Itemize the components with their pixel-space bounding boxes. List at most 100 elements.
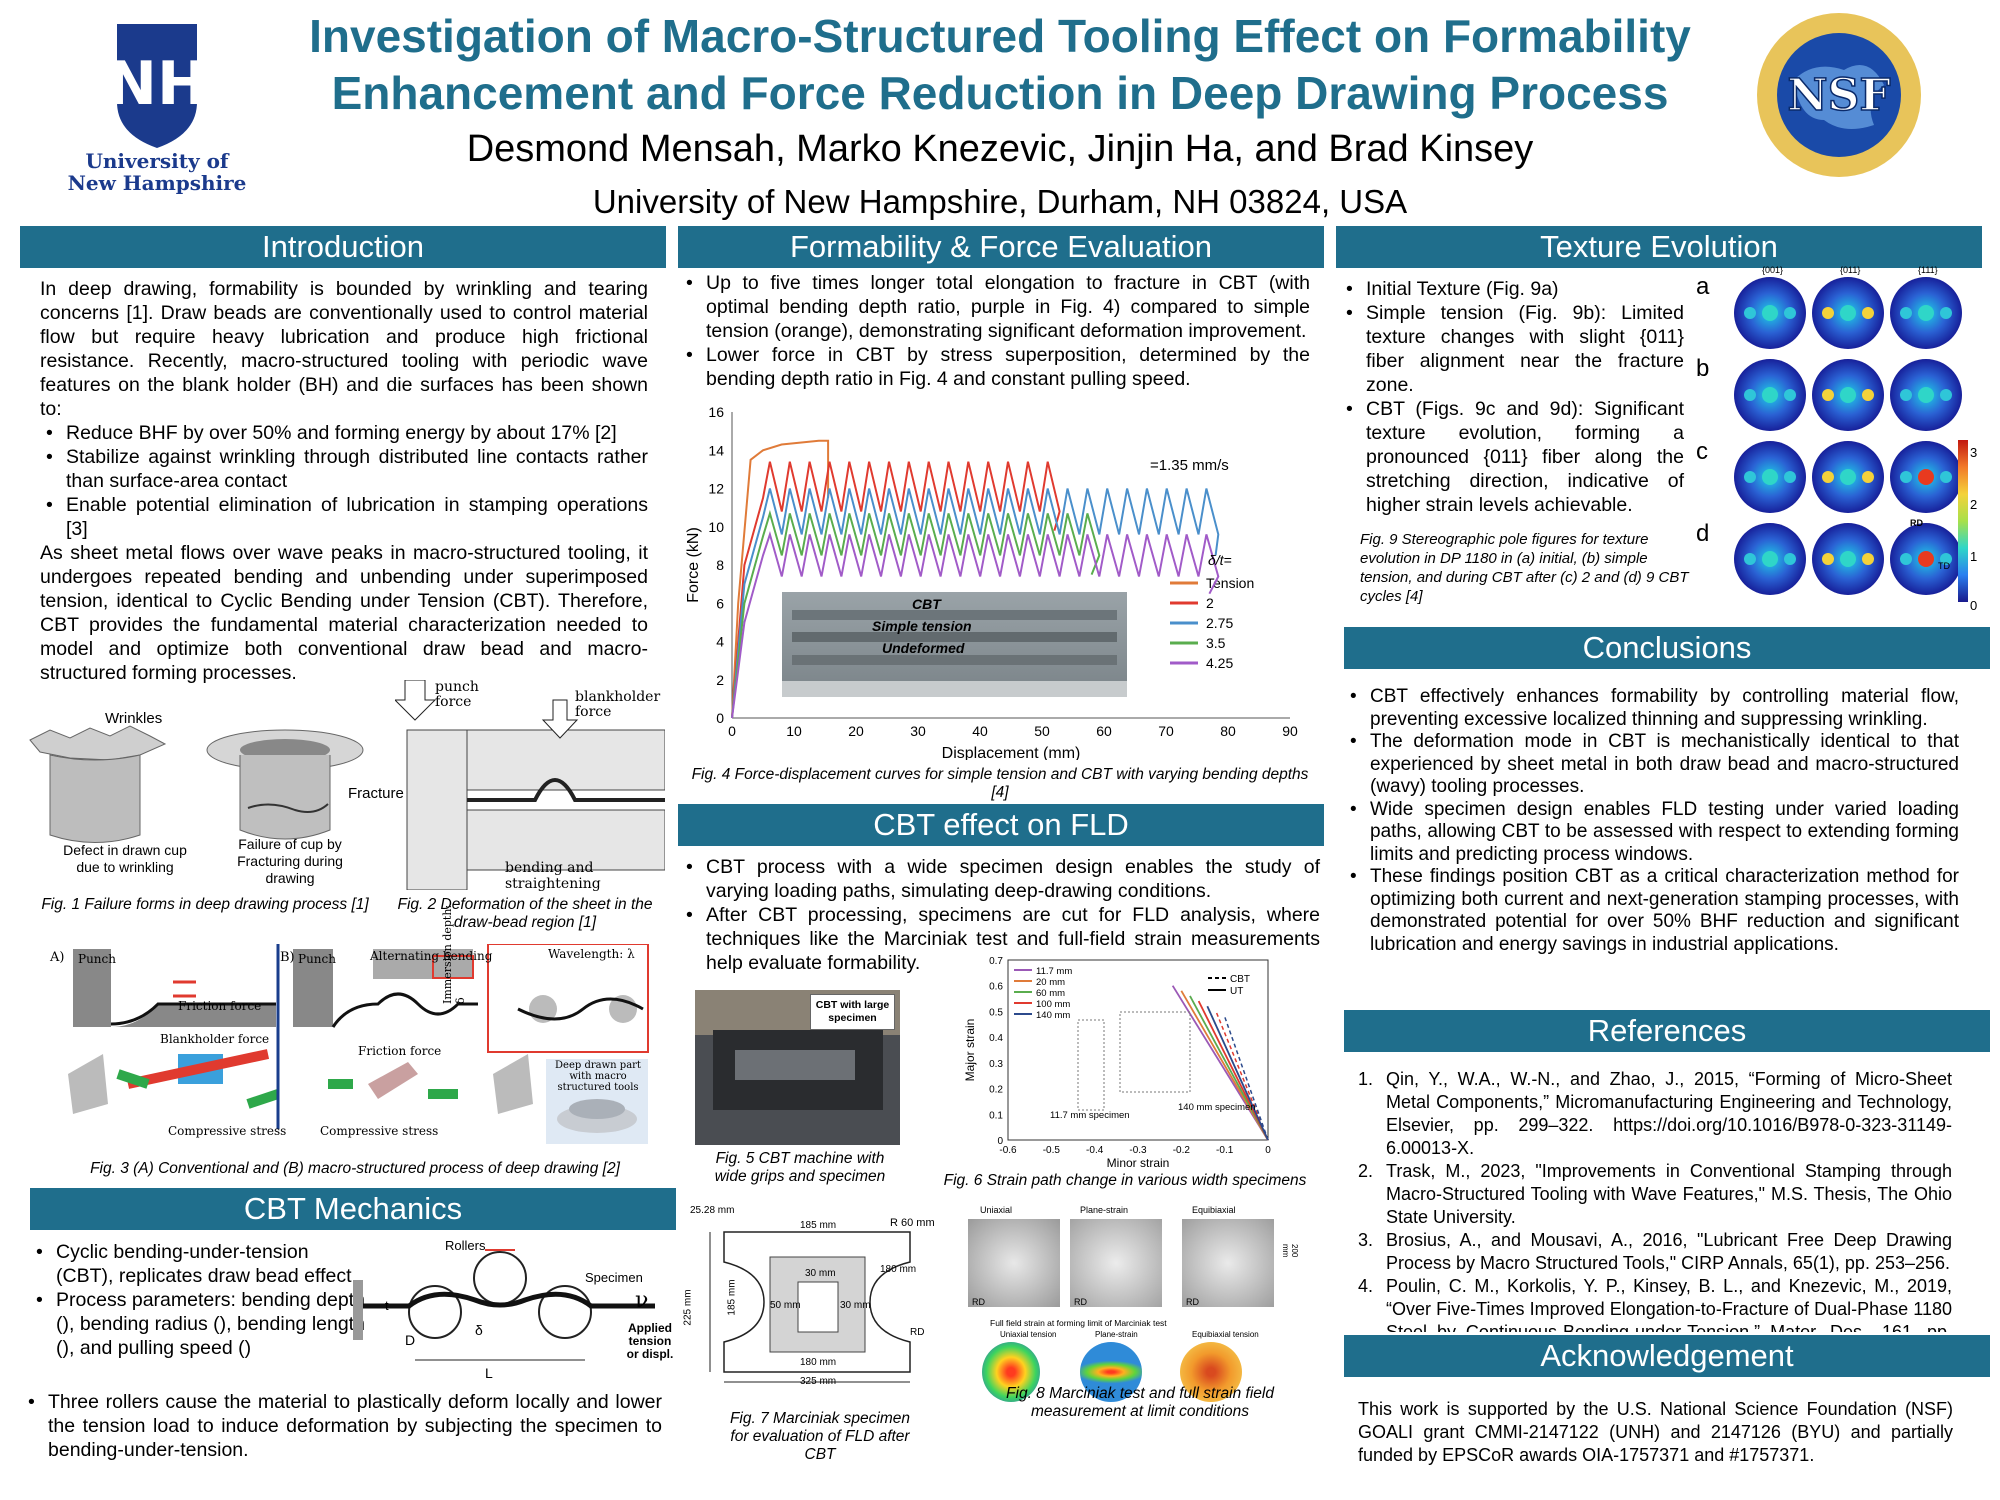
- fig8-subhead: Full field strain at forming limit of Ma…: [990, 1318, 1167, 1328]
- series-line-4.25: [731, 530, 1220, 719]
- series-line-3.5: [731, 509, 1101, 719]
- pole-figure-peak: [1918, 305, 1934, 321]
- conclusions-bullets: CBT effectively enhances formability by …: [1344, 686, 1959, 956]
- fig8-map-3: Equibiaxial tension: [1192, 1330, 1259, 1339]
- fig9-row-a: a: [1696, 273, 1710, 300]
- legend2-label: CBT: [1230, 974, 1250, 985]
- title-line-1: Investigation of Macro-Structured Toolin…: [309, 10, 1691, 62]
- pole-figure-peak: [1940, 307, 1952, 319]
- fig9-row-c: c: [1696, 438, 1708, 465]
- x-tick-label: 10: [786, 723, 802, 739]
- pole-figure-peak: [1762, 551, 1778, 567]
- formability-bullets: Up to five times longer total elongation…: [680, 271, 1310, 391]
- section-acknowledgement: Acknowledgement: [1344, 1335, 1990, 1377]
- y-tick-label: 4: [716, 634, 724, 650]
- legend-label: 11.7 mm: [1036, 966, 1072, 977]
- texture-bullet: Simple tension (Fig. 9b): Limited textur…: [1340, 301, 1684, 397]
- y-tick-label: 0.7: [989, 956, 1003, 967]
- section-conclusions: Conclusions: [1344, 627, 1990, 669]
- conclusion-bullet: CBT effectively enhances formability by …: [1344, 686, 1959, 731]
- pole-figures-grid: [1734, 277, 1968, 602]
- pole-figure-peak: [1840, 469, 1856, 485]
- x-tick-label: 0: [1265, 1145, 1271, 1156]
- pole-figure-peak: [1744, 307, 1756, 319]
- y-tick-label: 0: [716, 710, 724, 726]
- fig1-label-wrinkles: Wrinkles: [105, 710, 163, 727]
- intro-bullet: Reduce BHF by over 50% and forming energ…: [40, 421, 648, 445]
- series-line-ut: [1189, 995, 1269, 1141]
- legend-label: 4.25: [1206, 655, 1233, 671]
- specimen-sketch-large: [1119, 1011, 1191, 1093]
- fig8-caption: Fig. 8 Marciniak test and full strain fi…: [1006, 1385, 1274, 1420]
- fig8-rd-1: RD: [972, 1297, 985, 1307]
- pole-figure-peak: [1900, 471, 1912, 483]
- nsf-logo-text: NSF: [1787, 70, 1890, 121]
- fig1-label-fracture: Fracture: [348, 785, 404, 802]
- x-tick-label: -0.1: [1216, 1145, 1234, 1156]
- cbt-rollers-illustration: [353, 1249, 655, 1361]
- pole-figure-peak: [1784, 553, 1796, 565]
- fig7-dim-6: 50 mm: [770, 1300, 801, 1311]
- reference-item: Brosius, A., and Mousavi, A., 2016, "Lub…: [1358, 1229, 1952, 1273]
- pole-figure-peak: [1784, 307, 1796, 319]
- x-tick-label: 30: [910, 723, 926, 739]
- mechanics-bullets: Cyclic bending-under-tension (CBT), repl…: [30, 1240, 370, 1360]
- intro-para-2: As sheet metal flows over wave peaks in …: [40, 542, 648, 684]
- fig3-caption: Fig. 3 (A) Conventional and (B) macro-st…: [90, 1160, 620, 1177]
- y-tick-label: 0.2: [989, 1085, 1003, 1096]
- fig7-rd: RD: [910, 1327, 925, 1338]
- x-tick-label: 20: [848, 723, 864, 739]
- fig7-dim-11: 325 mm: [800, 1376, 837, 1387]
- fig8-head-2: Plane-strain: [1080, 1205, 1129, 1215]
- fig9-col-111: {111}: [1918, 265, 1938, 275]
- x-tick-label: 70: [1158, 723, 1174, 739]
- x-axis-label: Minor strain: [1107, 1156, 1170, 1170]
- y-tick-label: 6: [716, 595, 724, 611]
- fig1-label-defect: Defect in drawn cup due to wrinkling: [63, 842, 187, 875]
- fig8-head-3: Equibiaxial: [1192, 1205, 1236, 1215]
- mech-label-applied: Applied tension or displ.: [626, 1321, 674, 1361]
- section-fld: CBT effect on FLD: [678, 804, 1324, 846]
- fig7-dim-8: 225 mm: [682, 1289, 694, 1326]
- fig7-dim-10: 180 mm: [800, 1357, 837, 1368]
- fig5-caption: Fig. 5 CBT machine with wide grips and s…: [714, 1150, 886, 1185]
- fld-bullet: CBT process with a wide specimen design …: [680, 855, 1320, 903]
- y-tick-label: 10: [708, 519, 724, 535]
- x-tick-label: -0.4: [1086, 1145, 1104, 1156]
- annotation-small-specimen: 11.7 mm specimen: [1050, 1110, 1130, 1121]
- fld-bullets: CBT process with a wide specimen design …: [680, 855, 1320, 975]
- section-formability: Formability & Force Evaluation: [678, 226, 1324, 268]
- figure-6-chart: -0.6 -0.5 -0.4 -0.3 -0.2 -0.1 0 0 0.1 0.2 0.3 0.4 0.…: [960, 950, 1280, 1175]
- pole-figure-peak: [1918, 469, 1934, 485]
- figure-4-chart: 0 10 20 30 40 50 60 70 80 90 0 2 4 6 8 10 12 14 16 Displace…: [680, 400, 1320, 762]
- y-tick-label: 0.1: [989, 1110, 1003, 1121]
- fig9-row-d: d: [1696, 520, 1710, 547]
- legend-label: 140 mm: [1036, 1010, 1070, 1021]
- pole-figure-peak: [1900, 389, 1912, 401]
- fig3-label-b: B): [280, 950, 295, 965]
- intro-bullet: Stabilize against wrinkling through dist…: [40, 445, 648, 493]
- pole-figure-peak: [1744, 389, 1756, 401]
- fig5-label: CBT with large specimen: [810, 994, 895, 1030]
- legend-label: 60 mm: [1036, 988, 1065, 999]
- fig9-row-b: b: [1696, 355, 1710, 382]
- fig8-dim: 200 mm: [1281, 1244, 1299, 1258]
- pole-figure-peak: [1784, 471, 1796, 483]
- fig1-caption: Fig. 1 Failure forms in deep drawing pro…: [41, 896, 369, 913]
- fig9-cbar-1: 1: [1970, 549, 1978, 564]
- x-tick-label: -0.3: [1129, 1145, 1147, 1156]
- fig3-label-immersion: Immersion depth: δ: [441, 904, 467, 1004]
- fig8-map-1: Uniaxial tension: [1000, 1330, 1057, 1339]
- pole-figure-peak: [1900, 307, 1912, 319]
- conclusion-bullet: The deformation mode in CBT is mechanist…: [1344, 731, 1959, 799]
- mechanics-bullet: Three rollers cause the material to plas…: [22, 1390, 662, 1462]
- pole-figure-peak: [1822, 553, 1834, 565]
- fig3-process-diagram: [68, 943, 649, 1144]
- fig3-label-blankholder: Blankholder force: [160, 1032, 270, 1046]
- intro-bullet: Enable potential elimination of lubricat…: [40, 493, 648, 541]
- mech-label-rollers: Rollers: [445, 1238, 486, 1253]
- y-tick-label: 0.3: [989, 1059, 1003, 1070]
- pole-figure-peak: [1744, 471, 1756, 483]
- fig3-label-deep-drawn: Deep drawn part with macro structured to…: [555, 1060, 641, 1093]
- fig6-caption: Fig. 6 Strain path change in various wid…: [943, 1172, 1307, 1189]
